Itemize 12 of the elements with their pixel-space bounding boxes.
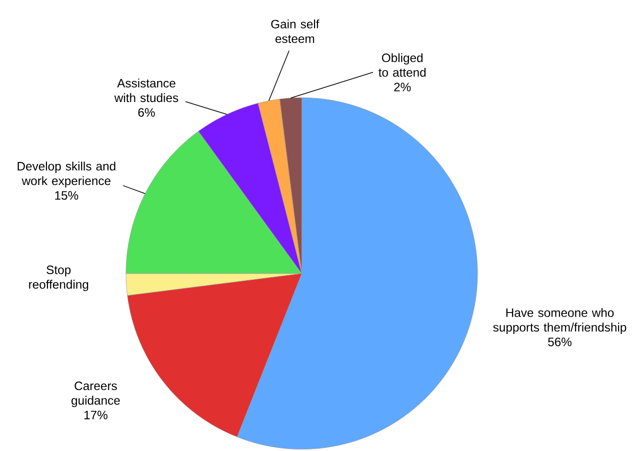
slice-label: Gain self esteem [271, 19, 320, 43]
slice-label: Obliged to attend [378, 53, 426, 77]
data-label: 15% [55, 191, 78, 200]
slice-label: Careers guidance [72, 381, 120, 408]
data-label: 6% [138, 108, 155, 117]
data-label: 56% [548, 338, 572, 346]
slice-label: Have someone who supports them/friendship [493, 308, 626, 334]
slice-label: Stop reoffending [29, 265, 88, 292]
slice-label: Assistance with studies [114, 78, 178, 102]
data-label: 17% [84, 410, 108, 420]
slice-label: Develop skills and work experience [18, 162, 116, 188]
data-label: 2% [394, 82, 411, 92]
